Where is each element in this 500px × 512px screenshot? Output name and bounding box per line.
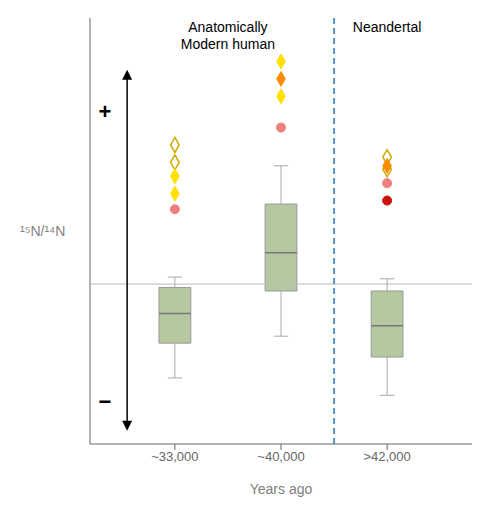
svg-text:¹⁵N/¹⁴N: ¹⁵N/¹⁴N: [20, 223, 65, 239]
svg-text:~33,000: ~33,000: [151, 449, 198, 464]
svg-text:−: −: [98, 389, 111, 414]
svg-text:+: +: [98, 99, 111, 124]
svg-text:AnatomicallyModern human: AnatomicallyModern human: [181, 19, 275, 52]
svg-text:~40,000: ~40,000: [257, 449, 304, 464]
svg-text:Years ago: Years ago: [250, 481, 313, 497]
svg-text:Neandertal: Neandertal: [353, 19, 422, 35]
svg-text:>42,000: >42,000: [363, 449, 410, 464]
